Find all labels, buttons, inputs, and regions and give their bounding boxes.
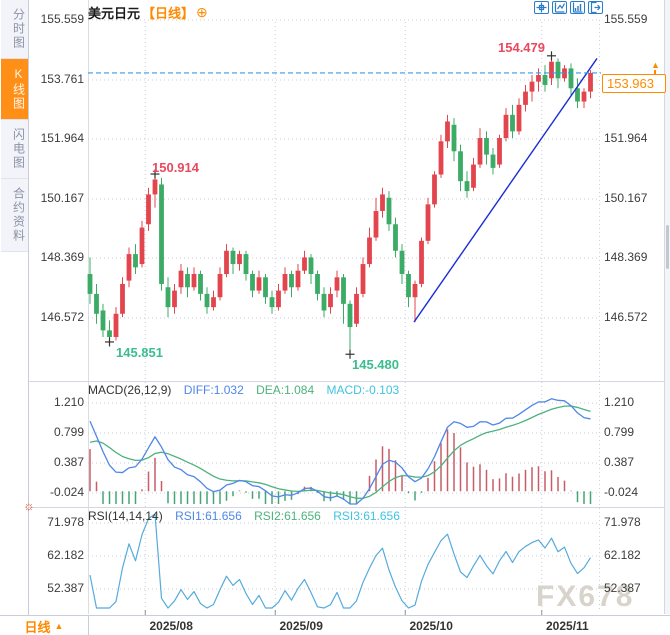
crosshair-icon[interactable] [534, 1, 549, 14]
axis-pan-icon[interactable] [570, 1, 585, 14]
axis-label: 146.572 [40, 310, 84, 324]
indicator-settings-icon[interactable]: ☼ [23, 498, 35, 513]
rsi1-value: RSI1:61.656 [175, 509, 242, 523]
bottom-bar: 日线 ▲ 2025/08 2025/09 2025/10 2025/11 [0, 615, 670, 635]
axis-label: 62.182 [47, 548, 84, 562]
add-indicator-icon[interactable]: ⊕ [196, 4, 208, 20]
axis-label: 71.978 [604, 515, 641, 529]
axis-label: 1.210 [53, 395, 84, 409]
exit-icon[interactable] [588, 1, 603, 14]
axis-label: 62.182 [604, 548, 641, 562]
rsi3-value: RSI3:61.656 [333, 509, 400, 523]
price-arrow-icon: ▲ [651, 61, 660, 74]
axis-label: -0.024 [49, 485, 84, 499]
date-label: 2025/10 [409, 619, 453, 633]
macd-diff-value: DIFF:1.032 [183, 383, 244, 397]
axis-label: 0.799 [53, 425, 84, 439]
axis-label: 155.559 [604, 12, 648, 26]
sidebar: 分时图 K线图 闪电图 合约资料 [0, 0, 29, 615]
axis-label: 148.369 [40, 250, 84, 264]
high-price-annotation: 154.479 [498, 40, 545, 55]
triangle-up-icon: ▲ [54, 621, 64, 631]
axis-label: 148.369 [604, 250, 648, 264]
chart-header: 美元日元 【日线】 ⊕ [88, 3, 208, 22]
period-selector[interactable]: 日线 ▲ [0, 616, 89, 635]
axis-label: 151.964 [604, 131, 648, 145]
scrollbar[interactable] [664, 0, 670, 614]
low-price-annotation: 145.480 [352, 357, 399, 372]
axis-label: -0.024 [604, 485, 639, 499]
macd-title: MACD(26,12,9) [88, 383, 172, 397]
axis-label: 1.210 [604, 395, 635, 409]
axis-label: 153.761 [40, 72, 84, 86]
date-label: 2025/08 [149, 619, 193, 633]
watermark: FX678 [536, 580, 635, 613]
page-title: 美元日元 [88, 6, 141, 21]
macd-header: MACD(26,12,9) DIFF:1.032 DEA:1.084 MACD:… [88, 383, 399, 397]
period-tag: 【日线】 [142, 6, 195, 21]
axis-label: 52.387 [47, 581, 84, 595]
sidebar-item-candle-chart[interactable]: K线图 [0, 59, 28, 120]
axis-label: 151.964 [40, 131, 84, 145]
axis-label: 0.799 [604, 425, 635, 439]
rsi-title: RSI(14,14,14) [88, 509, 163, 523]
axis-label: 71.978 [47, 515, 84, 529]
current-price-tag: 153.963 [602, 74, 666, 93]
date-label: 2025/11 [546, 619, 589, 633]
axis-scale-icon[interactable] [552, 1, 567, 14]
axis-label: 150.167 [604, 191, 648, 205]
scrollbar-thumb[interactable] [666, 225, 669, 269]
axis-label: 52.387 [604, 581, 641, 595]
sidebar-item-time-chart[interactable]: 分时图 [0, 0, 28, 59]
axis-label: 155.559 [40, 12, 84, 26]
date-label: 2025/09 [279, 619, 323, 633]
macd-hist-value: MACD:-0.103 [326, 383, 400, 397]
chart-toolbar [534, 1, 603, 14]
swing-low-annotation: 145.851 [116, 345, 163, 360]
axis-label: 150.167 [40, 191, 84, 205]
rsi-header: RSI(14,14,14) RSI1:61.656 RSI2:61.656 RS… [88, 509, 400, 523]
axis-label: 146.572 [604, 310, 648, 324]
sidebar-item-contract-info[interactable]: 合约资料 [0, 179, 28, 252]
axis-label: 0.387 [604, 455, 635, 469]
rsi2-value: RSI2:61.656 [254, 509, 321, 523]
period-label: 日线 [24, 619, 51, 635]
axis-label: 0.387 [53, 455, 84, 469]
sidebar-item-lightning-chart[interactable]: 闪电图 [0, 120, 28, 179]
macd-dea-value: DEA:1.084 [256, 383, 315, 397]
swing-high-annotation: 150.914 [152, 160, 199, 175]
